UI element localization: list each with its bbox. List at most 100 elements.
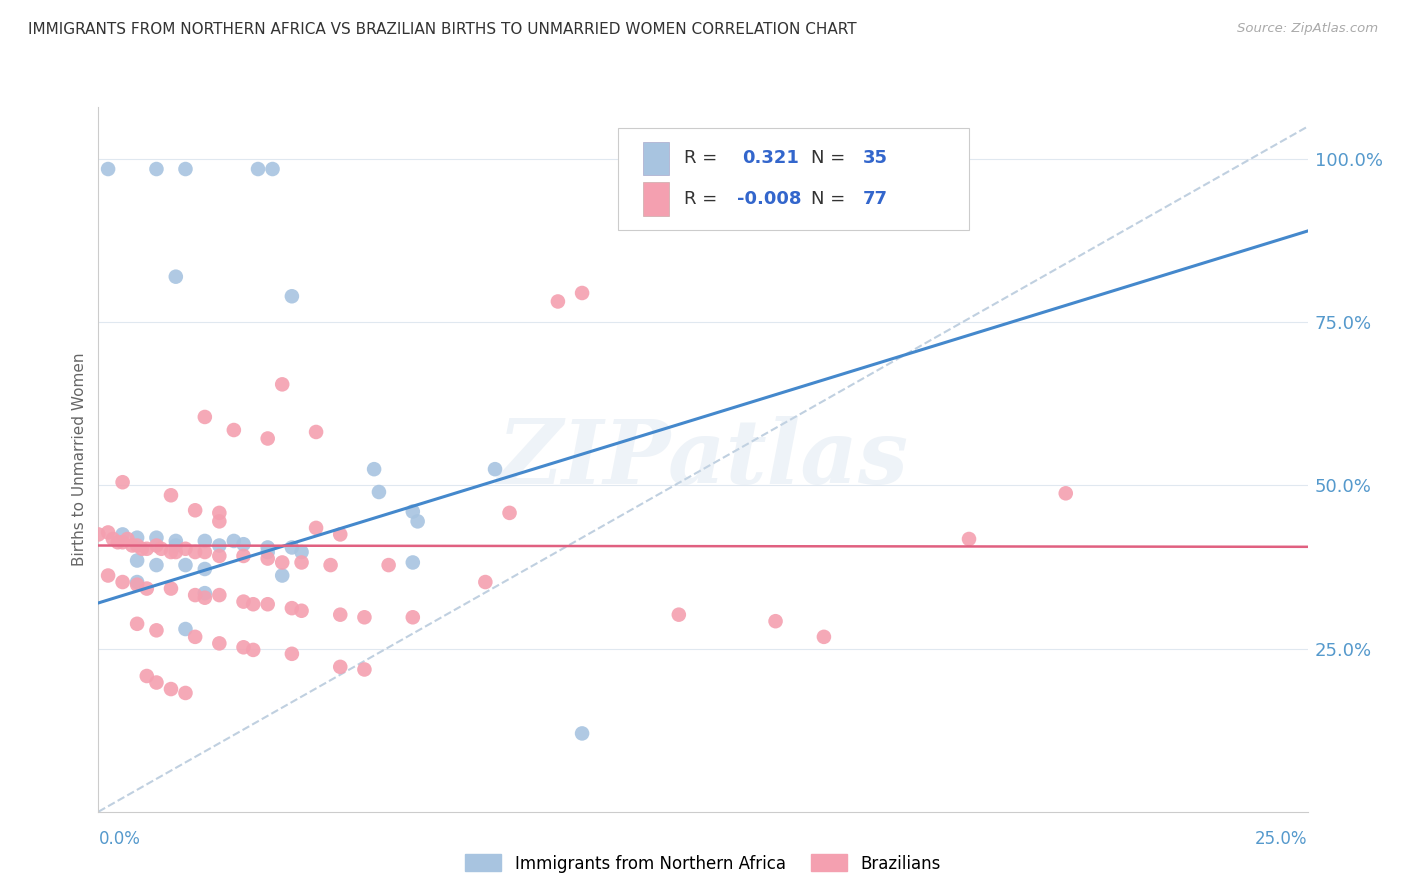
Point (547, 294, 569, 309)
Point (281, 601, 304, 615)
Point (329, 660, 352, 674)
Point (174, 622, 197, 636)
Point (208, 549, 231, 563)
Point (208, 588, 231, 602)
FancyBboxPatch shape (643, 142, 669, 176)
Point (402, 610, 425, 624)
Point (97, 161, 120, 176)
Point (281, 541, 304, 555)
Text: N =: N = (811, 190, 851, 208)
Text: 77: 77 (863, 190, 887, 208)
Point (165, 539, 187, 553)
Point (174, 541, 197, 556)
Point (368, 485, 391, 500)
Point (256, 432, 278, 446)
Point (256, 551, 278, 566)
Point (668, 607, 690, 622)
Point (101, 532, 124, 546)
Point (242, 597, 264, 611)
Point (165, 269, 187, 284)
Point (184, 588, 207, 602)
Point (174, 686, 197, 700)
Text: ZIPatlas: ZIPatlas (498, 417, 908, 502)
Point (474, 575, 496, 590)
Point (194, 562, 217, 576)
Point (290, 545, 312, 559)
Point (406, 514, 429, 528)
Point (222, 533, 245, 548)
Point (97, 568, 120, 582)
Point (111, 475, 134, 490)
Text: N =: N = (811, 150, 851, 168)
Point (121, 539, 143, 553)
Point (127, 575, 149, 590)
Point (131, 541, 153, 556)
Point (160, 681, 183, 696)
Point (194, 591, 217, 605)
Point (290, 604, 312, 618)
Text: IMMIGRANTS FROM NORTHERN AFRICA VS BRAZILIAN BIRTHS TO UNMARRIED WOMEN CORRELATI: IMMIGRANTS FROM NORTHERN AFRICA VS BRAZI… (28, 22, 856, 37)
Point (111, 527, 134, 541)
Point (160, 488, 183, 502)
Point (165, 533, 187, 548)
Text: 0.321: 0.321 (742, 150, 799, 168)
Point (127, 553, 149, 567)
Point (184, 503, 207, 517)
Point (208, 539, 231, 553)
Point (765, 614, 787, 628)
Point (498, 506, 520, 520)
Point (145, 161, 167, 176)
Point (402, 556, 425, 570)
Point (363, 462, 385, 476)
Point (262, 161, 284, 176)
Point (150, 541, 173, 556)
Point (145, 675, 167, 690)
Point (145, 531, 167, 545)
Point (813, 630, 835, 644)
Point (194, 545, 217, 559)
Point (135, 582, 157, 596)
Point (194, 586, 217, 600)
Point (305, 521, 328, 535)
Point (232, 640, 254, 655)
FancyBboxPatch shape (619, 128, 969, 230)
Point (281, 289, 304, 303)
Point (135, 669, 157, 683)
Point (232, 594, 254, 608)
Point (271, 568, 294, 582)
Point (117, 532, 139, 546)
Point (571, 285, 593, 300)
Point (160, 582, 183, 596)
Y-axis label: Births to Unmarried Women: Births to Unmarried Women (72, 352, 87, 566)
Point (271, 377, 294, 392)
Point (208, 506, 231, 520)
Point (87, 527, 110, 541)
Point (402, 505, 425, 519)
Text: 25.0%: 25.0% (1256, 830, 1308, 847)
Point (271, 556, 294, 570)
Point (353, 610, 375, 624)
Point (127, 616, 149, 631)
Point (290, 556, 312, 570)
Point (145, 539, 167, 553)
FancyBboxPatch shape (643, 182, 669, 216)
Point (281, 647, 304, 661)
Point (484, 462, 506, 476)
Point (174, 161, 197, 176)
Text: 0.0%: 0.0% (98, 830, 141, 847)
Point (1054, 486, 1077, 500)
Point (232, 549, 254, 563)
Point (184, 545, 207, 559)
Point (256, 545, 278, 559)
Point (160, 545, 183, 559)
Point (174, 558, 197, 573)
Point (194, 533, 217, 548)
Text: -0.008: -0.008 (737, 190, 801, 208)
Point (242, 643, 264, 657)
Point (127, 531, 149, 545)
Text: R =: R = (683, 150, 723, 168)
Point (305, 425, 328, 439)
Point (97, 525, 120, 540)
Legend: Immigrants from Northern Africa, Brazilians: Immigrants from Northern Africa, Brazili… (458, 847, 948, 880)
Point (319, 558, 342, 573)
